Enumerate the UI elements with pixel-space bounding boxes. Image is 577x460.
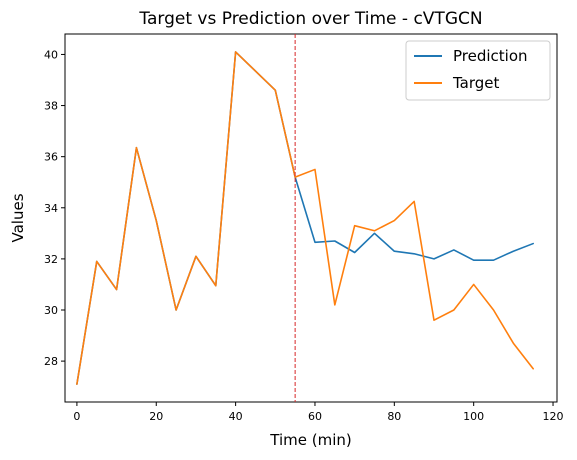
y-tick-label: 34 — [44, 202, 58, 215]
y-axis-label: Values — [9, 193, 27, 242]
x-axis-label: Time (min) — [269, 431, 351, 449]
legend-label-target: Target — [452, 74, 500, 92]
y-tick-label: 38 — [44, 100, 58, 113]
plot-area: 0 20 40 60 80 100 120 28 30 32 34 36 38 40 — [44, 33, 564, 423]
x-tick-label: 60 — [308, 410, 322, 423]
x-axis-ticks: 0 20 40 60 80 100 120 — [73, 402, 564, 423]
y-tick-label: 28 — [44, 355, 58, 368]
y-tick-label: 36 — [44, 151, 58, 164]
x-tick-label: 0 — [73, 410, 80, 423]
x-tick-label: 40 — [229, 410, 243, 423]
x-tick-label: 100 — [463, 410, 484, 423]
series-line-target — [76, 51, 534, 385]
chart-title: Target vs Prediction over Time - cVTGCN — [138, 9, 482, 29]
series-line-prediction — [76, 51, 534, 385]
x-tick-label: 80 — [387, 410, 401, 423]
legend: Prediction Target — [405, 40, 551, 101]
y-tick-label: 40 — [44, 48, 58, 61]
x-tick-label: 120 — [543, 410, 564, 423]
axes-frame — [64, 33, 558, 403]
y-tick-label: 30 — [44, 304, 58, 317]
y-tick-label: 32 — [44, 253, 58, 266]
legend-label-prediction: Prediction — [453, 47, 528, 65]
y-axis-ticks: 28 30 32 34 36 38 40 — [44, 48, 65, 368]
series-layer — [76, 51, 534, 385]
x-tick-label: 20 — [149, 410, 163, 423]
